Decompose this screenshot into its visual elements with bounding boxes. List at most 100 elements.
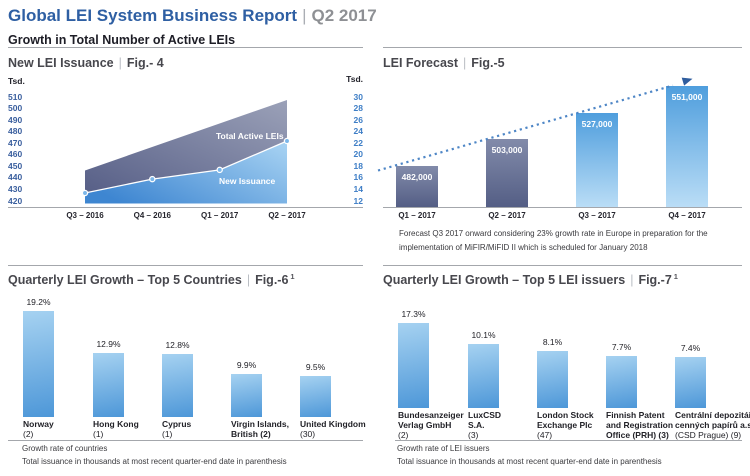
fig6-title: Quarterly LEI Growth – Top 5 Countries [8,273,242,288]
fig5-x-label: Q3 – 2017 [578,211,616,220]
fig7-category-line: (3) [468,429,479,440]
fig4-x-label: Q2 – 2017 [268,211,306,220]
fig4-right-axis-unit: Tsd. [346,74,363,84]
fig7-category-line: London Stock [537,410,594,420]
fig4-left-tick: 460 [8,149,23,160]
page-title-period: Q2 2017 [311,6,377,25]
fig6-category-label: Norway (2) [23,419,54,440]
fig6-footnote-line2: Total issuance in thousands at most rece… [22,457,287,466]
fig6-category-label: United Kingdom (30) [300,419,366,440]
fig5-x-label: Q4 – 2017 [668,211,706,220]
fig6-bar [23,311,54,417]
fig6-bar [93,353,124,417]
fig7-footnote-marker: 1 [673,272,678,281]
fig6-section-title: Quarterly LEI Growth – Top 5 Countries | F… [8,272,295,287]
fig4-total-active-area [85,99,287,193]
fig4-new-issuance-line [84,140,288,194]
fig4-data-marker [149,175,156,183]
fig6-category-line: (1) [93,428,104,439]
fig6-percent-label: 12.8% [165,340,190,350]
fig4-right-tick: 24 [353,126,363,137]
fig4-right-tick: 14 [353,183,363,194]
fig5-title: LEI Forecast [383,56,459,70]
fig6-bar [300,376,331,417]
fig5-bar-Q1 – 2017: 482,000 [396,166,438,207]
fig6-category-line: Norway [23,419,54,429]
fig7-category-line: and Registration [606,419,674,430]
fig7-category-label: Finnish Patent and Registration Office (PR… [606,410,674,440]
fig7-percent-label: 8.1% [542,337,563,347]
fig7-footnote-line1: Growth rate of LEI issuers [397,444,490,453]
fig5-title-separator: | [463,56,467,70]
fig6-category-line: Cyprus [162,419,192,429]
fig7-bar [606,356,637,408]
fig4-title: New LEI Issuance [8,56,114,70]
fig4-left-tick: 440 [8,172,23,183]
fig6-percent-label: 19.2% [26,297,51,307]
fig4-right-tick: 26 [353,114,363,125]
header-divider-right [383,47,742,48]
fig7-category-label: London Stock Exchange Plc (47) [537,410,594,440]
fig7-category-line: (47) [537,429,553,440]
fig6-category-line: Hong Kong [93,419,139,429]
fig6-percent-label: 9.5% [305,362,326,372]
fig7-percent-label: 7.4% [680,343,701,353]
fig4-right-tick: 22 [353,137,363,148]
fig7-bar [398,323,429,408]
page-subtitle: Growth in Total Number of Active LEIs [8,33,236,47]
mid-divider-left [8,265,363,266]
fig6-fig-label: Fig.-6 [255,273,289,288]
fig7-category-line: (2) [398,429,409,440]
fig4-right-tick: 12 [353,195,363,206]
page-title: Global LEI System Business Report | Q2 201… [8,6,377,26]
fig6-category-line: (1) [162,428,173,439]
fig4-baseline [8,207,363,208]
fig4-left-tick: 500 [8,103,23,114]
fig7-category-line: Office (PRH) (3) [606,429,669,440]
fig7-category-line: Exchange Plc [537,419,593,430]
fig7-category-line: Verlag GmbH [398,419,452,430]
fig5-note-line2: implementation of MiFIR/MiFID II which i… [399,243,648,252]
fig7-bar [675,357,706,408]
fig7-category-label: LuxCSD S.A. (3) [468,410,501,440]
fig6-category-label: Virgin Islands, British (2) [231,419,289,440]
fig5-bar-Q3 – 2017: 527,000 [576,113,618,207]
fig5-bar-value-label: 551,000 [671,92,703,102]
fig5-note-line1: Forecast Q3 2017 onward considering 23% … [399,229,708,238]
fig4-right-tick: 18 [353,160,363,171]
fig5-x-label: Q2 – 2017 [488,211,526,220]
mid-divider-right [383,265,742,266]
series-label-new-issuance: New Issuance [219,176,276,186]
fig6-category-line: Virgin Islands, [231,419,289,429]
fig7-bar [468,344,499,408]
fig6-category-line: British (2) [231,428,271,439]
fig7-category-line: Bundesanzeiger [398,410,464,420]
fig4-new-issuance-area [85,140,287,204]
header-divider-left [8,47,363,48]
fig6-footnote-marker: 1 [290,272,295,281]
fig4-left-tick: 470 [8,137,23,148]
fig5-bar-Q4 – 2017: 551,000 [666,86,708,207]
fig6-percent-label: 9.9% [236,360,257,370]
fig7-category-line: Centrální depozitář [675,410,750,420]
fig4-fig-label: Fig.- 4 [126,56,164,70]
fig5-bar-value-label: 527,000 [581,119,613,129]
fig4-left-tick: 490 [8,114,23,125]
fig5-fig-label: Fig.-5 [471,56,505,70]
fig4-left-tick: 450 [8,160,23,171]
fig4-data-marker [283,137,291,145]
fig7-percent-label: 17.3% [401,309,426,319]
fig4-right-tick: 28 [353,103,363,114]
fig6-footnote-divider [8,440,363,441]
title-separator: | [302,6,307,25]
series-label-total-active-leis: Total Active LEIs [216,131,284,141]
fig4-right-tick: 16 [353,172,363,183]
fig7-title-separator: | [630,273,634,288]
fig5-bar-value-label: 503,000 [491,145,523,155]
fig7-footnote-divider [395,440,742,441]
fig4-x-label: Q4 – 2016 [133,211,171,220]
fig7-category-label: Centrální depozitář cenných papírů a.s. (C… [675,410,750,440]
fig4-title-separator: | [118,56,122,70]
